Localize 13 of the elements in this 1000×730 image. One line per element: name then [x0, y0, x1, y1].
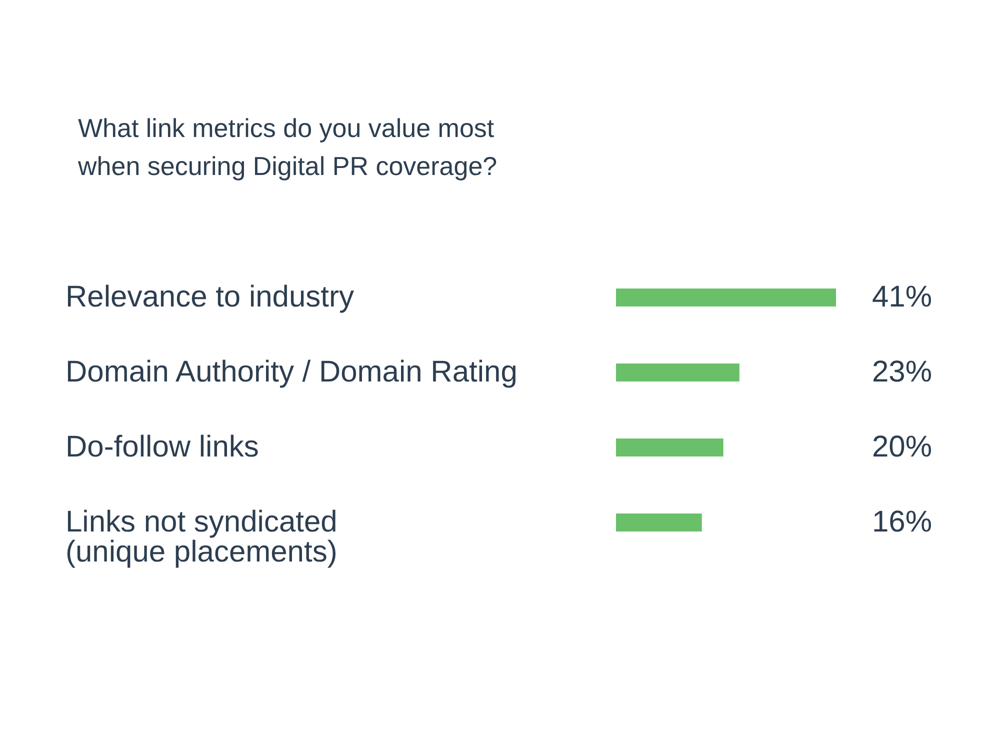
data-label: 41%: [872, 280, 932, 314]
y-tick-label: Domain Authority / Domain Rating: [66, 356, 518, 388]
data-label: 23%: [872, 356, 932, 388]
text: What link metrics do you value most when securing Digital PR coverage?: [77, 113, 498, 181]
bar: [616, 288, 836, 306]
bar: [616, 514, 702, 532]
y-tick-label: Do-follow links: [66, 430, 259, 464]
data-label: 20%: [872, 430, 932, 464]
bar: [616, 438, 724, 456]
data-label: 16%: [872, 506, 932, 538]
bar: [616, 364, 740, 382]
y-tick-label: Links not syndicated (unique placements): [66, 506, 338, 568]
y-tick-label: Relevance to industry: [66, 280, 354, 314]
